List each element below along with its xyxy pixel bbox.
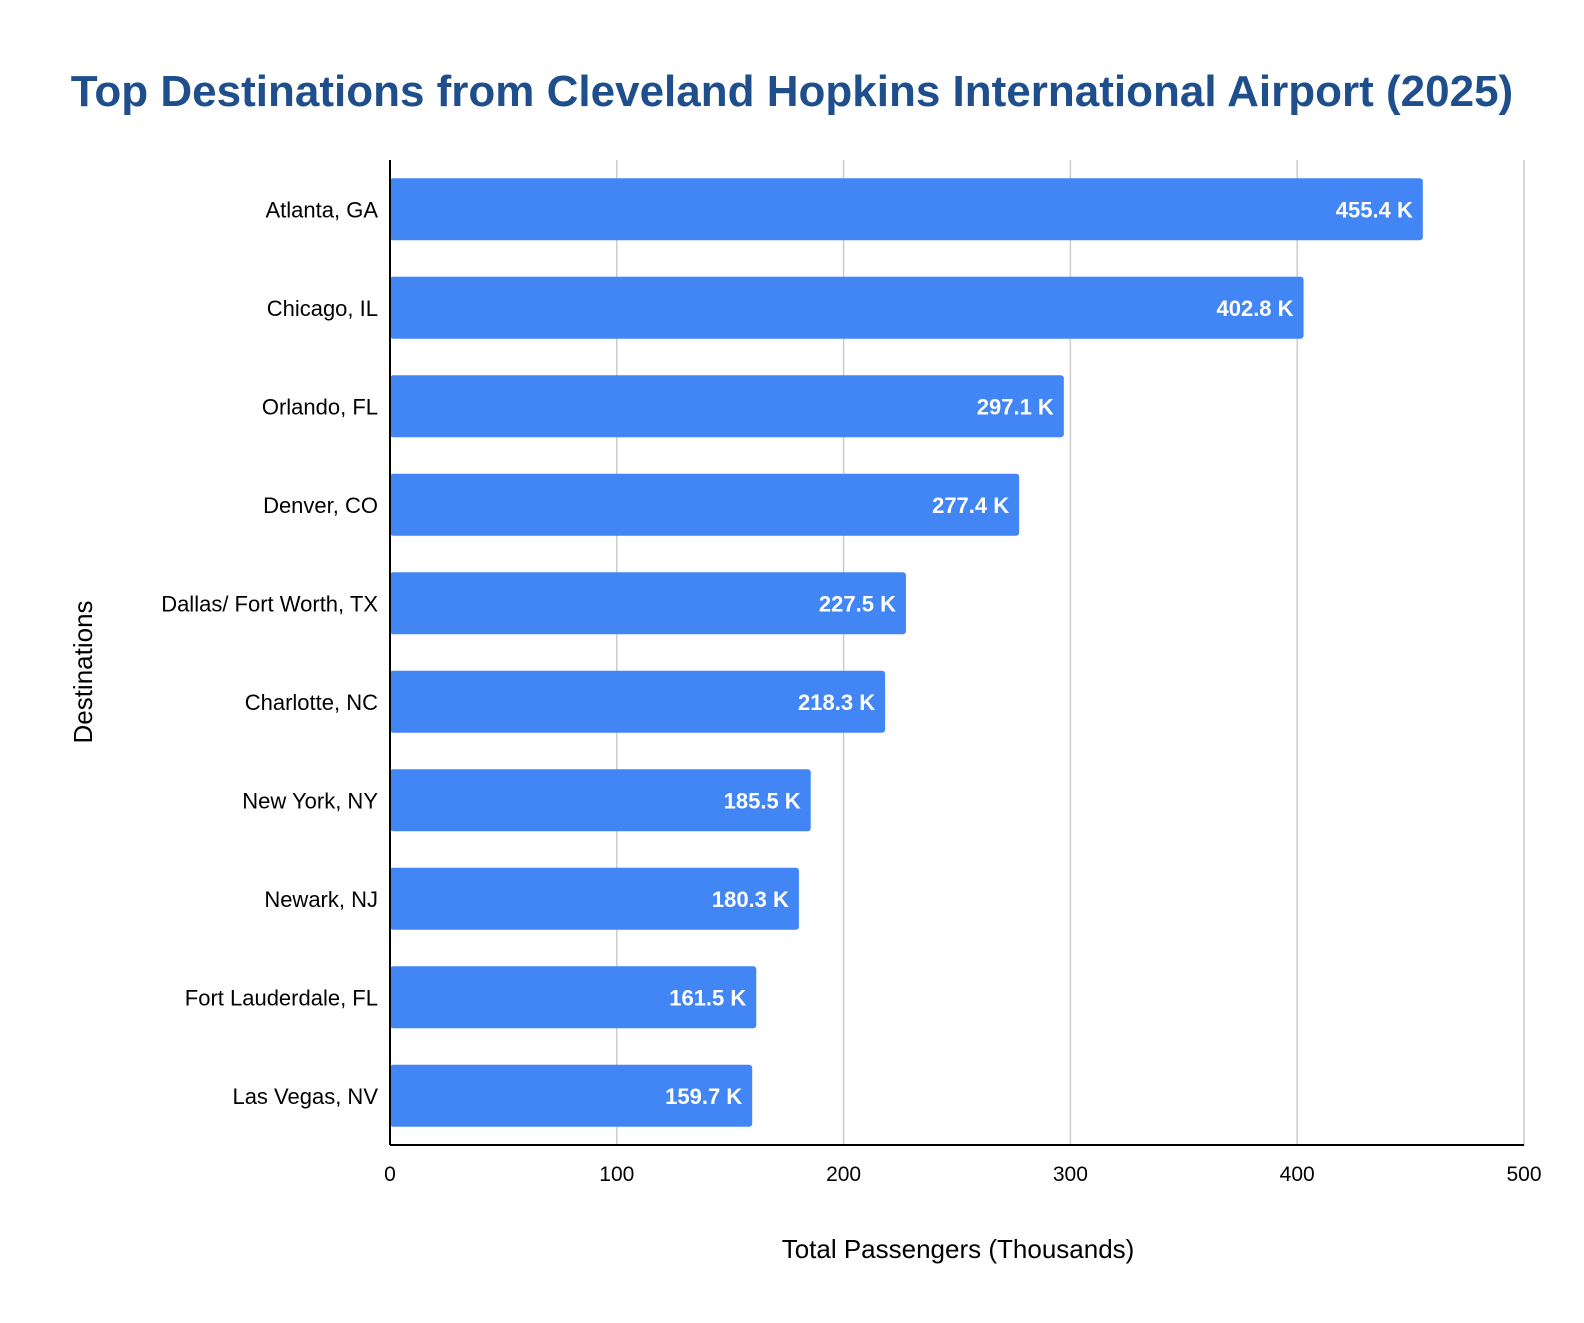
x-tick-label: 300 <box>1053 1163 1088 1186</box>
data-label: 159.7 K <box>665 1084 742 1109</box>
category-label: Dallas/ Fort Worth, TX <box>161 591 378 616</box>
category-label: Chicago, IL <box>267 296 378 321</box>
y-axis-title: Destinations <box>68 600 98 743</box>
data-label: 297.1 K <box>977 394 1054 419</box>
x-tick-label: 100 <box>599 1163 634 1186</box>
category-label: Denver, CO <box>263 493 378 518</box>
category-label: Newark, NJ <box>264 887 378 912</box>
x-tick-label: 400 <box>1280 1163 1315 1186</box>
bar-9 <box>390 1064 753 1127</box>
category-label: Fort Lauderdale, FL <box>185 985 378 1010</box>
bar-3 <box>390 473 1020 536</box>
bar-5 <box>390 670 886 733</box>
data-label: 227.5 K <box>819 591 896 616</box>
data-label: 180.3 K <box>712 887 789 912</box>
category-label: New York, NY <box>242 788 378 813</box>
bar-1 <box>390 276 1304 339</box>
data-label: 277.4 K <box>932 493 1009 518</box>
category-label: Las Vegas, NV <box>232 1084 378 1109</box>
bar-6 <box>390 769 811 832</box>
x-tick-label: 200 <box>826 1163 861 1186</box>
data-label: 455.4 K <box>1336 197 1413 222</box>
bar-4 <box>390 572 906 635</box>
x-tick-label: 0 <box>384 1163 396 1186</box>
data-label: 402.8 K <box>1216 296 1293 321</box>
data-label: 218.3 K <box>798 690 875 715</box>
category-label: Atlanta, GA <box>265 197 378 222</box>
category-label: Charlotte, NC <box>245 690 378 715</box>
chart-title: Top Destinations from Cleveland Hopkins … <box>71 67 1513 116</box>
data-label: 185.5 K <box>724 788 801 813</box>
axes <box>389 160 1524 1146</box>
data-label: 161.5 K <box>669 985 746 1010</box>
bar-2 <box>390 375 1064 438</box>
x-tick-label: 500 <box>1506 1163 1541 1186</box>
x-axis-title: Total Passengers (Thousands) <box>782 1234 1135 1264</box>
bar-7 <box>390 867 799 930</box>
category-label: Orlando, FL <box>262 394 378 419</box>
bars <box>390 178 1423 1127</box>
bar-0 <box>390 178 1423 241</box>
bar-8 <box>390 966 757 1029</box>
labels: 0 100 200 300 400 500 Atlanta, GA 455.4 K Chicag… <box>161 197 1541 1186</box>
